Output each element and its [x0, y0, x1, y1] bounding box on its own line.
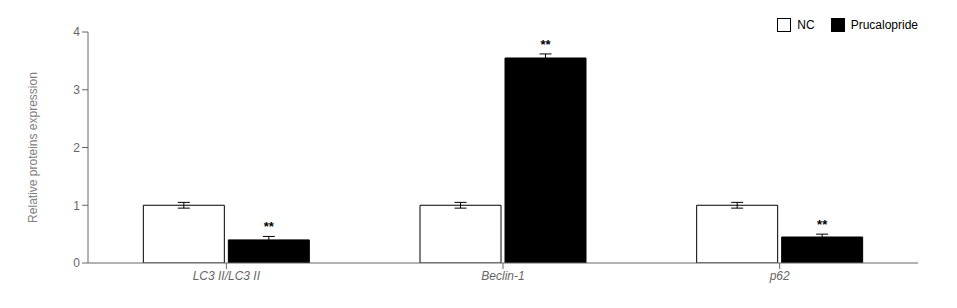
svg-text:Beclin-1: Beclin-1 [481, 269, 524, 283]
svg-text:0: 0 [73, 256, 80, 270]
html-text:NC: NC [797, 18, 815, 32]
svg-text:4: 4 [73, 25, 80, 39]
svg-text:2: 2 [73, 141, 80, 155]
html-text:Prucalopride: Prucalopride [850, 18, 918, 32]
svg-text:LC3 II/LC3 II: LC3 II/LC3 II [193, 269, 261, 283]
svg-text:**: ** [540, 37, 551, 52]
svg-text:p62: p62 [769, 269, 790, 283]
svg-text:1: 1 [73, 199, 80, 213]
svg-text:**: ** [817, 217, 828, 232]
svg-text:Relative proteins expression: Relative proteins expression [26, 72, 40, 223]
svg-text:3: 3 [73, 83, 80, 97]
svg-text:**: ** [264, 219, 275, 234]
